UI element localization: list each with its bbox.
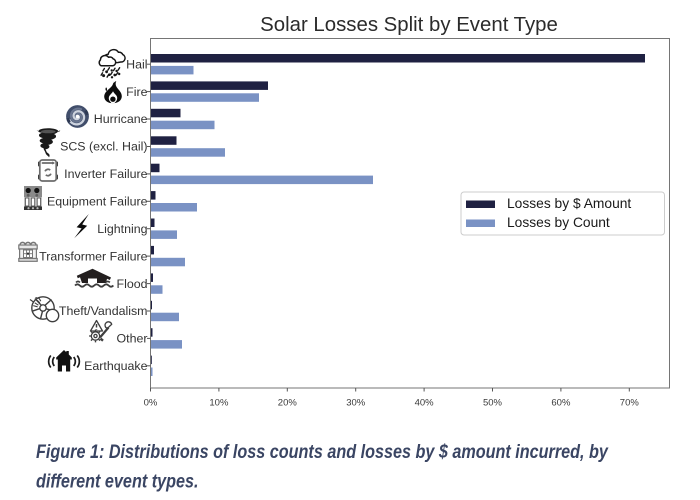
svg-text:40%: 40% [415, 398, 435, 409]
svg-text:Transformer Failure: Transformer Failure [39, 249, 147, 263]
svg-text:70%: 70% [620, 398, 640, 409]
svg-text:60%: 60% [551, 398, 571, 409]
svg-text:10%: 10% [209, 398, 229, 409]
svg-text:different event types.: different event types. [36, 470, 198, 492]
svg-text:Hail: Hail [126, 57, 147, 71]
svg-text:Losses by $ Amount: Losses by $ Amount [507, 196, 631, 211]
svg-text:Flood: Flood [117, 277, 148, 291]
svg-text:Theft/Vandalism: Theft/Vandalism [59, 304, 148, 318]
svg-text:20%: 20% [278, 398, 298, 409]
svg-text:50%: 50% [483, 398, 503, 409]
svg-text:Losses by Count: Losses by Count [507, 215, 610, 230]
svg-text:Solar Losses Split by Event Ty: Solar Losses Split by Event Type [260, 14, 558, 36]
svg-text:Inverter Failure: Inverter Failure [64, 167, 147, 181]
svg-text:SCS (excl. Hail): SCS (excl. Hail) [60, 140, 147, 154]
svg-text:0%: 0% [144, 398, 158, 409]
svg-text:Lightning: Lightning [97, 222, 147, 236]
svg-text:Fire: Fire [126, 85, 147, 99]
svg-text:Equipment Failure: Equipment Failure [47, 195, 148, 209]
svg-text:30%: 30% [346, 398, 366, 409]
svg-text:Figure 1: Distributions of los: Figure 1: Distributions of loss counts a… [36, 441, 609, 463]
svg-text:Hurricane: Hurricane [94, 112, 148, 126]
svg-text:Earthquake: Earthquake [84, 359, 147, 373]
svg-text:Other: Other [117, 332, 148, 346]
